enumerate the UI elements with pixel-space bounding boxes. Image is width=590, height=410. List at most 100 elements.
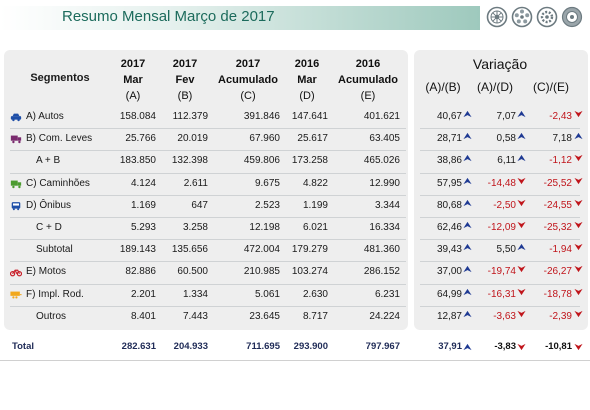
value-c5: 481.360 <box>363 244 400 256</box>
table-row: Outros 8.401 7.443 23.645 8.717 24.224 12,87 -3… <box>4 306 588 328</box>
segment-label: E) Motos <box>10 261 118 283</box>
value-c3: 391.846 <box>243 111 280 122</box>
segment-name: B) Com. Leves <box>26 133 93 145</box>
row-divider <box>420 128 580 130</box>
col-header-2017-fev: 2017 Fev (B) <box>160 56 210 104</box>
value-c2: 7.443 <box>182 310 208 322</box>
value-c4: 8.717 <box>302 310 328 322</box>
segment-label: Outros <box>10 306 118 328</box>
motorcycle-icon <box>10 270 22 277</box>
value-c4: 147.641 <box>291 111 328 122</box>
up-arrow-icon <box>463 110 472 118</box>
car-icon <box>10 113 22 122</box>
tire-icon <box>561 6 583 28</box>
variation-panel <box>414 50 588 330</box>
up-arrow-icon <box>517 244 526 251</box>
value-c5: 16.334 <box>369 222 400 233</box>
header-bar <box>0 6 480 30</box>
total-2016-acumulado: 797.967 <box>365 341 400 352</box>
total-label: Total <box>12 341 34 352</box>
down-arrow-icon <box>574 110 583 118</box>
value-c5: 24.224 <box>369 310 400 322</box>
variation-v2: -12,09 <box>487 222 516 233</box>
up-arrow-icon <box>517 155 526 162</box>
up-arrow-icon <box>463 199 472 206</box>
value-c4: 103.274 <box>291 266 328 278</box>
value-c3: 23.645 <box>249 310 280 322</box>
value-c3: 67.960 <box>249 133 280 145</box>
variation-v1: 37,00 <box>436 266 462 278</box>
row-divider <box>420 261 580 263</box>
value-c1: 25.766 <box>125 133 156 145</box>
segment-name: F) Impl. Rod. <box>26 288 84 300</box>
variation-v1: 12,87 <box>436 310 462 322</box>
col-header-2017-acumulado: 2017 Acumulado (C) <box>212 56 284 104</box>
value-c5: 286.152 <box>363 266 400 278</box>
total-row: Total 282.631 204.933 711.695 293.900 79… <box>0 334 590 360</box>
value-c4: 25.617 <box>297 133 328 145</box>
variation-v3: -26,27 <box>543 266 572 278</box>
col-header-code: (E) <box>360 90 376 102</box>
page-title: Resumo Mensal Março de 2017 <box>62 8 275 25</box>
row-divider <box>10 172 406 174</box>
variation-v1: 28,71 <box>436 133 462 145</box>
up-arrow-icon <box>463 310 472 317</box>
col-header-2016-acumulado: 2016 Acumulado (E) <box>332 56 404 104</box>
segment-label: F) Impl. Rod. <box>10 284 118 306</box>
col-header-year: 2017 <box>120 58 146 70</box>
row-divider <box>420 194 580 196</box>
bus-icon <box>11 201 21 210</box>
col-header-2017-mar: 2017 Mar (A) <box>108 56 158 104</box>
value-c3: 472.004 <box>243 244 280 256</box>
segment-label: C + D <box>10 217 118 239</box>
row-divider <box>420 239 580 241</box>
segment-name: C + D <box>36 222 62 233</box>
value-c1: 82.886 <box>125 266 156 278</box>
down-arrow-icon <box>574 244 583 251</box>
variation-v1: 40,67 <box>436 111 462 122</box>
row-divider <box>10 283 406 285</box>
col-header-year: 2016 <box>294 58 320 70</box>
segment-name: D) Ônibus <box>26 199 72 211</box>
variation-header: Variação <box>472 56 528 72</box>
down-arrow-icon <box>574 221 583 229</box>
variation-v3: -25,52 <box>543 177 572 189</box>
value-c2: 60.500 <box>177 266 208 278</box>
value-c1: 183.850 <box>119 155 156 167</box>
value-c2: 3.258 <box>182 222 208 233</box>
value-c2: 135.656 <box>171 244 208 256</box>
up-arrow-icon <box>463 133 472 140</box>
variation-v3: -1,12 <box>549 155 572 167</box>
value-c5: 12.990 <box>369 177 400 189</box>
variation-v3: -24,55 <box>543 199 572 211</box>
down-arrow-icon <box>517 288 526 295</box>
variation-v1: 64,99 <box>436 288 462 300</box>
down-arrow-icon <box>517 199 526 206</box>
value-c2: 2.611 <box>183 177 208 189</box>
variation-v2: 0,58 <box>496 133 516 145</box>
variation-ce-header: (C)/(E) <box>533 80 569 94</box>
row-divider <box>420 217 580 218</box>
col-header-code: (A) <box>125 90 141 102</box>
table-row: F) Impl. Rod. 2.201 1.334 5.061 2.630 6.231 64… <box>4 284 588 306</box>
down-arrow-icon <box>574 266 583 273</box>
variation-v3: -25,32 <box>543 222 572 233</box>
total-variation-ab: 37,91 <box>438 341 462 352</box>
up-arrow-icon <box>463 343 472 351</box>
row-divider <box>10 150 406 152</box>
value-c3: 9.675 <box>254 177 280 189</box>
value-c1: 158.084 <box>119 111 156 122</box>
total-2017-mar: 282.631 <box>121 341 156 352</box>
table-row: B) Com. Leves 25.766 20.019 67.960 25.617 63.… <box>4 128 588 150</box>
trailer-icon <box>10 291 22 299</box>
col-header-year: 2016 <box>355 58 381 70</box>
value-c2: 647 <box>191 199 208 211</box>
table-row: Subtotal 189.143 135.656 472.004 179.279 481.… <box>4 239 588 261</box>
segment-label: B) Com. Leves <box>10 128 118 150</box>
total-2017-fev: 204.933 <box>173 341 208 352</box>
total-divider <box>0 360 590 361</box>
col-header-2016-mar: 2016 Mar (D) <box>282 56 332 104</box>
value-c5: 63.405 <box>369 133 400 145</box>
variation-v1: 57,95 <box>436 177 462 189</box>
total-variation-ad: -3,83 <box>494 341 516 352</box>
